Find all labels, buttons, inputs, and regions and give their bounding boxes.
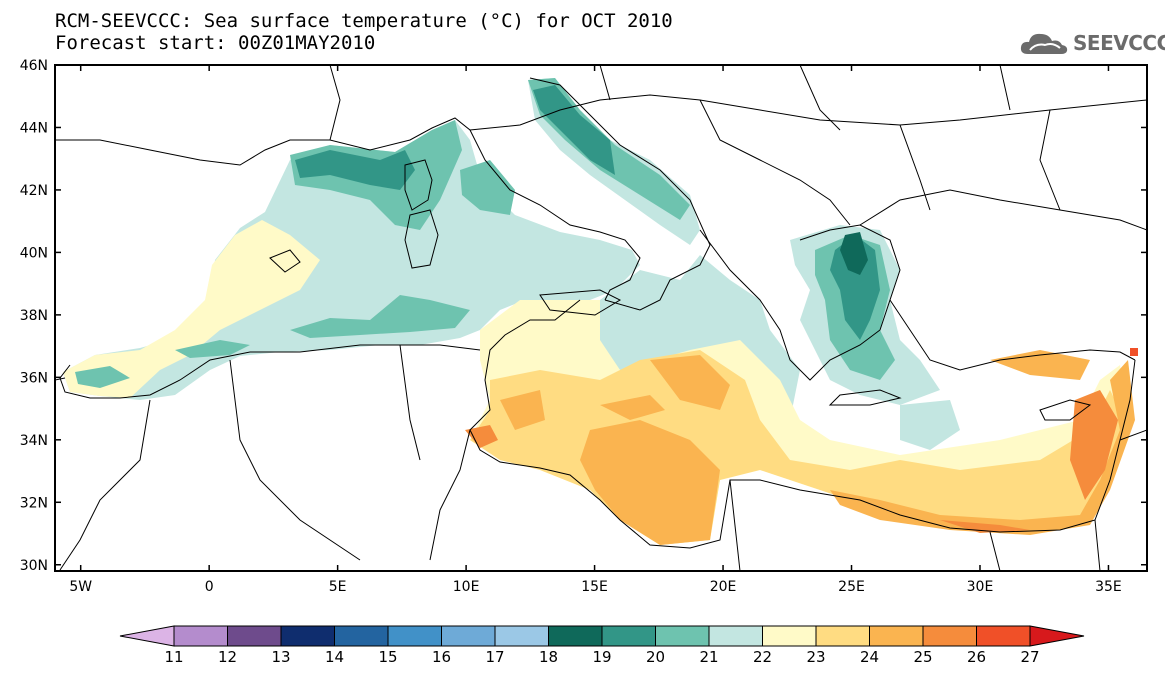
sst-field-ligurian-cool bbox=[460, 160, 515, 215]
colorbar-swatch bbox=[762, 625, 817, 647]
colorbar-label: 18 bbox=[538, 648, 559, 666]
colorbar-label: 15 bbox=[378, 648, 398, 666]
sst-field-central-warm bbox=[500, 355, 730, 430]
colorbar-swatch bbox=[601, 625, 656, 647]
colorbar-swatch bbox=[922, 625, 977, 647]
colorbar-label: 14 bbox=[324, 648, 345, 666]
colorbar-label: 13 bbox=[271, 648, 291, 666]
colorbar-label: 11 bbox=[164, 648, 184, 666]
colorbar-label: 26 bbox=[966, 648, 987, 666]
colorbar-label: 21 bbox=[699, 648, 719, 666]
axis-ticks: 46N 44N 42N 40N 38N 36N 34N 32N 30N 5W 0 5E 10E 15E 20… bbox=[20, 58, 1147, 595]
lon-tick-label: 5W bbox=[69, 579, 92, 595]
colorbar bbox=[119, 625, 1085, 647]
colorbar-swatch bbox=[548, 625, 603, 647]
sst-field-gulf-of-lion-core bbox=[295, 150, 415, 190]
sst-field-balearic-teal bbox=[75, 340, 250, 388]
lon-tick-label: 35E bbox=[1095, 579, 1122, 595]
coastlines bbox=[55, 65, 1147, 571]
colorbar-label: 27 bbox=[1020, 648, 1040, 666]
colorbar-swatch bbox=[655, 625, 710, 647]
lon-tick-label: 0 bbox=[205, 579, 214, 595]
seevccc-logo: SEEVCCC bbox=[1018, 28, 1165, 58]
lat-tick-label: 36N bbox=[20, 370, 48, 386]
colorbar-label: 24 bbox=[859, 648, 880, 666]
sst-field-north-aegean-coldest bbox=[840, 232, 868, 275]
sst-field-crete-cool bbox=[900, 400, 960, 450]
sst-field-tunisian-coast bbox=[465, 425, 498, 448]
map-area bbox=[55, 65, 1147, 571]
colorbar-swatch bbox=[441, 625, 496, 647]
colorbar-max-arrow bbox=[1029, 625, 1085, 647]
lat-tick-label: 40N bbox=[20, 245, 48, 261]
colorbar-swatch bbox=[869, 625, 924, 647]
sst-field-alboran-balearic bbox=[63, 220, 320, 398]
colorbar-label: 20 bbox=[645, 648, 666, 666]
lat-tick-label: 42N bbox=[20, 183, 48, 199]
colorbar-label: 25 bbox=[913, 648, 933, 666]
cloud-logo-icon bbox=[1020, 33, 1068, 54]
lat-tick-label: 46N bbox=[20, 58, 48, 74]
map-frame bbox=[54, 64, 1148, 572]
colorbar-swatch bbox=[494, 625, 549, 647]
colorbar-label: 12 bbox=[217, 648, 238, 666]
lon-tick-label: 30E bbox=[967, 579, 994, 595]
logo-text: SEEVCCC bbox=[1073, 31, 1165, 55]
lat-tick-label: 32N bbox=[20, 495, 48, 511]
colorbar-swatch bbox=[227, 625, 282, 647]
colorbar-label: 22 bbox=[752, 648, 773, 666]
lon-tick-label: 20E bbox=[710, 579, 737, 595]
colorbar-label: 17 bbox=[485, 648, 505, 666]
lat-tick-label: 44N bbox=[20, 120, 48, 136]
colorbar-swatch bbox=[334, 625, 389, 647]
colorbar-min-arrow bbox=[119, 625, 175, 647]
lat-tick-label: 30N bbox=[20, 558, 48, 574]
lon-tick-label: 15E bbox=[581, 579, 608, 595]
sst-field-levant-max bbox=[1130, 348, 1138, 356]
sst-field-sidra-hot bbox=[580, 395, 720, 545]
map-title: RCM-SEEVCCC: Sea surface temperature (°C… bbox=[55, 10, 673, 32]
sst-field-levant-hot bbox=[940, 390, 1118, 533]
colorbar-swatch bbox=[173, 625, 228, 647]
colorbar-swatch bbox=[280, 625, 335, 647]
lat-tick-label: 34N bbox=[20, 433, 48, 449]
lon-tick-label: 10E bbox=[453, 579, 480, 595]
sst-field-north-adriatic-core bbox=[533, 85, 615, 175]
colorbar-swatch bbox=[815, 625, 870, 647]
colorbar-swatch bbox=[708, 625, 763, 647]
colorbar-label: 23 bbox=[806, 648, 826, 666]
forecast-start-subtitle: Forecast start: 00Z01MAY2010 bbox=[55, 32, 376, 54]
colorbar-swatch bbox=[387, 625, 442, 647]
sst-field-north-aegean-core bbox=[830, 235, 880, 340]
sst-field-sardinia-channel bbox=[290, 295, 470, 338]
lon-tick-label: 25E bbox=[838, 579, 865, 595]
colorbar-label: 16 bbox=[431, 648, 452, 666]
lon-tick-label: 5E bbox=[329, 579, 347, 595]
colorbar-label: 19 bbox=[592, 648, 612, 666]
colorbar-swatch bbox=[976, 625, 1031, 647]
lat-tick-label: 38N bbox=[20, 308, 48, 324]
